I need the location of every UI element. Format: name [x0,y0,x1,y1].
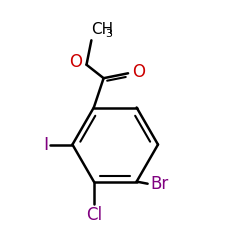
Text: Cl: Cl [86,206,102,224]
Text: O: O [132,63,145,81]
Text: Br: Br [150,175,168,193]
Text: O: O [69,53,82,71]
Text: I: I [43,136,48,154]
Text: 3: 3 [105,28,112,38]
Text: CH: CH [92,22,114,37]
